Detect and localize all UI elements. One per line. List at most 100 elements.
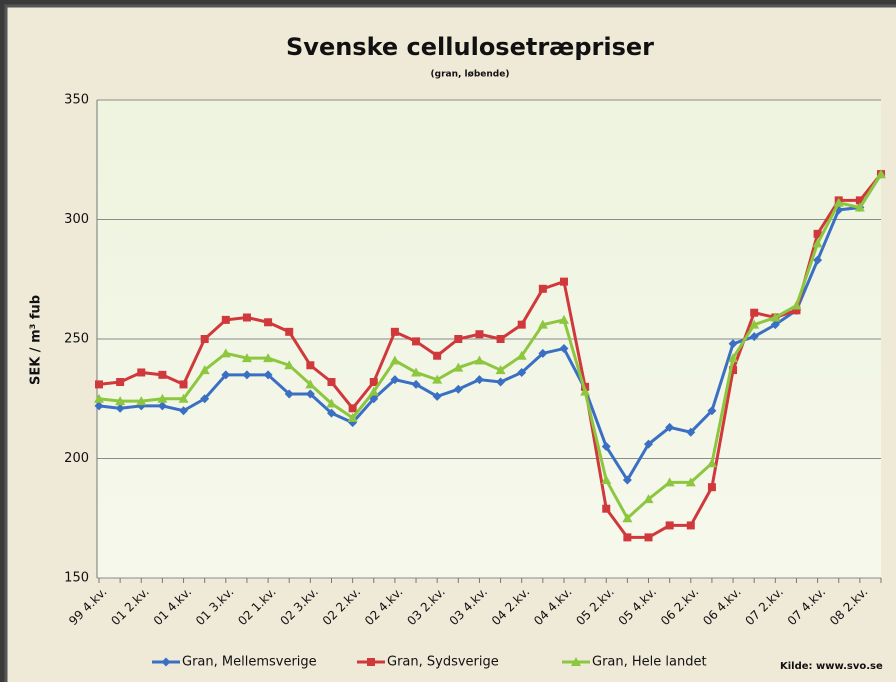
point <box>812 238 823 248</box>
point <box>94 393 104 403</box>
point <box>855 196 864 205</box>
point <box>200 394 210 404</box>
point <box>284 360 295 370</box>
point <box>749 319 760 329</box>
point <box>601 475 612 485</box>
point <box>580 386 591 396</box>
point <box>707 483 716 492</box>
legend-label: Gran, Hele landet <box>592 655 707 670</box>
point <box>263 370 273 380</box>
y-tick-label: 150 <box>64 571 89 586</box>
point <box>390 327 399 336</box>
point <box>220 348 231 358</box>
y-tick-label: 200 <box>64 451 89 466</box>
legend-label: Gran, Mellemsverige <box>182 655 317 670</box>
legend-label: Gran, Sydsverige <box>387 655 499 670</box>
point <box>876 169 886 179</box>
point <box>369 378 378 387</box>
point <box>665 422 675 432</box>
point <box>474 375 484 385</box>
point <box>496 377 506 387</box>
point <box>643 494 654 504</box>
y-tick-label: 300 <box>64 212 89 227</box>
y-axis-label: SEK / m³ fub <box>29 295 44 385</box>
point <box>137 368 146 377</box>
y-tick-label: 250 <box>64 332 89 347</box>
point <box>792 306 801 315</box>
point <box>326 408 336 418</box>
point <box>390 375 400 385</box>
point <box>495 365 506 375</box>
point <box>157 401 167 411</box>
point <box>242 370 252 380</box>
point <box>263 353 274 363</box>
point <box>517 367 527 377</box>
point <box>791 300 802 310</box>
point <box>602 504 611 513</box>
point <box>707 406 717 416</box>
point <box>770 312 781 322</box>
point <box>305 379 316 389</box>
point <box>347 412 358 422</box>
point <box>686 521 695 530</box>
point <box>496 335 505 343</box>
point <box>389 355 400 365</box>
point <box>770 320 780 330</box>
point <box>432 391 442 401</box>
point <box>285 327 294 336</box>
point <box>157 393 168 403</box>
point <box>348 404 357 413</box>
point <box>750 308 759 317</box>
point <box>115 396 126 406</box>
point <box>706 458 717 468</box>
point <box>264 318 273 327</box>
point <box>411 379 421 389</box>
point <box>115 403 125 413</box>
point <box>538 348 548 358</box>
point <box>221 370 231 380</box>
point <box>306 361 315 370</box>
point <box>664 477 675 487</box>
chart-subtitle: (gran, løbende) <box>431 70 510 80</box>
point <box>813 255 823 265</box>
point <box>94 401 104 411</box>
point <box>854 202 865 212</box>
point <box>537 319 548 329</box>
point <box>433 351 442 360</box>
point <box>284 389 294 399</box>
source-note: Kilde: www.svo.se <box>780 661 883 672</box>
point <box>749 332 759 342</box>
point <box>454 335 463 343</box>
point <box>686 427 696 437</box>
point <box>813 229 822 238</box>
series <box>94 169 886 523</box>
legend-marker <box>161 657 171 667</box>
point <box>474 355 485 365</box>
point <box>623 533 632 542</box>
point <box>411 367 422 377</box>
point <box>644 439 654 449</box>
chart-title: Svenske cellulosetræpriser <box>286 33 654 61</box>
point <box>622 513 633 523</box>
point <box>685 477 696 487</box>
point <box>412 337 421 346</box>
point <box>517 320 526 329</box>
point <box>368 386 379 396</box>
point <box>622 475 632 485</box>
point <box>178 393 189 403</box>
point <box>729 366 738 375</box>
point <box>242 313 251 322</box>
point <box>241 353 252 363</box>
point <box>327 378 336 387</box>
point <box>516 350 527 360</box>
point <box>601 442 611 452</box>
legend-marker <box>367 658 375 666</box>
series-line <box>98 173 883 521</box>
point <box>305 389 315 399</box>
point <box>179 406 189 416</box>
point <box>432 374 443 384</box>
point <box>559 344 569 354</box>
point <box>475 330 484 339</box>
point <box>665 521 674 530</box>
